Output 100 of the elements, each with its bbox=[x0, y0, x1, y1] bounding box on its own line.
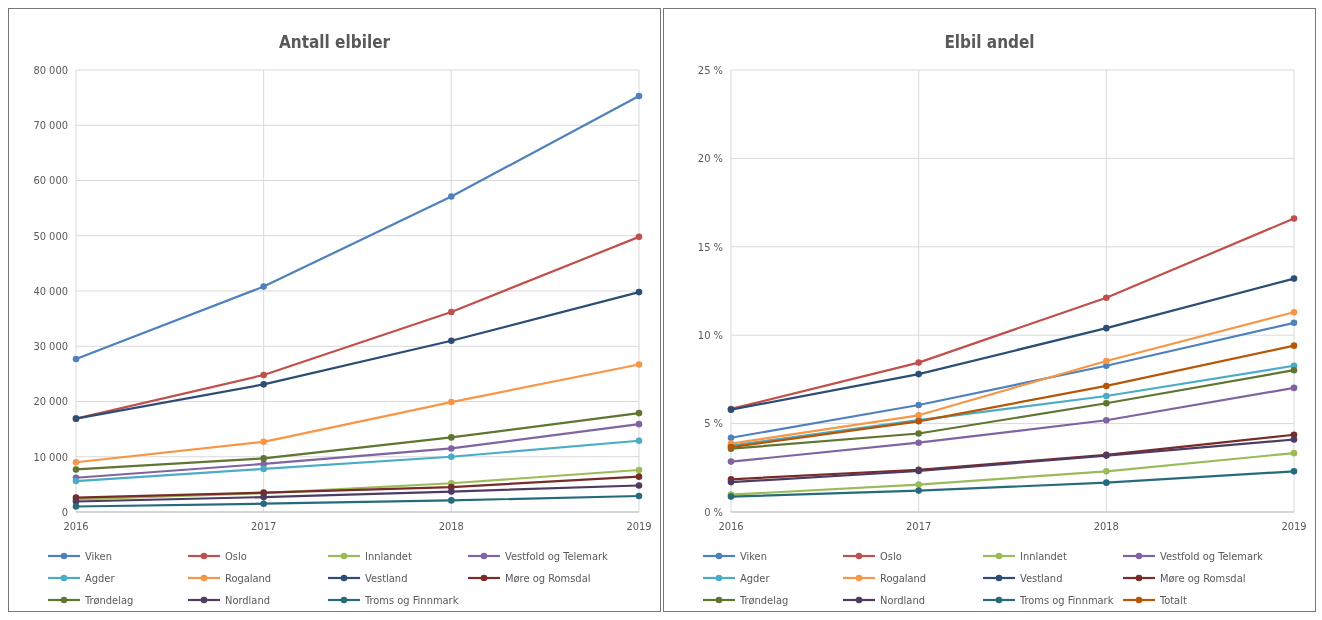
point bbox=[635, 492, 643, 500]
point bbox=[1103, 479, 1110, 486]
legend-label: Viken bbox=[85, 549, 112, 563]
legend-label: Innlandet bbox=[365, 549, 412, 563]
point bbox=[448, 193, 455, 200]
point bbox=[1290, 342, 1298, 349]
legend-label: Totalt bbox=[1159, 593, 1187, 607]
legend-label: Trøndelag bbox=[739, 593, 789, 607]
legend-label: Møre og Romsdal bbox=[505, 571, 591, 585]
y-tick-label: 5 % bbox=[704, 417, 723, 431]
x-tick-label: 2016 bbox=[718, 520, 744, 533]
point bbox=[915, 411, 922, 419]
legend-label: Agder bbox=[740, 571, 771, 585]
point bbox=[72, 458, 80, 466]
point bbox=[635, 233, 643, 241]
point bbox=[635, 361, 643, 368]
y-tick-label: 80 000 bbox=[33, 63, 68, 77]
chart-title: Elbil andel bbox=[944, 32, 1035, 52]
legend-label: Nordland bbox=[225, 593, 270, 607]
point bbox=[260, 493, 267, 501]
point bbox=[635, 482, 643, 489]
legend-label: Troms og Finnmark bbox=[364, 593, 459, 607]
point bbox=[448, 337, 455, 345]
point bbox=[915, 401, 922, 409]
point bbox=[448, 308, 455, 316]
point bbox=[1103, 382, 1110, 390]
point bbox=[1290, 468, 1298, 475]
legend-label: Vestland bbox=[365, 571, 408, 585]
y-tick-label: 10 000 bbox=[33, 450, 68, 464]
x-tick-label: 2018 bbox=[1093, 520, 1119, 533]
point bbox=[260, 381, 267, 388]
point bbox=[1290, 436, 1298, 443]
point bbox=[635, 437, 643, 445]
x-tick-label: 2019 bbox=[1281, 520, 1307, 533]
legend-label: Oslo bbox=[225, 549, 247, 563]
point bbox=[1103, 357, 1110, 365]
point bbox=[915, 359, 922, 366]
x-tick-label: 2017 bbox=[251, 520, 277, 533]
point bbox=[635, 420, 643, 428]
y-tick-label: 20 000 bbox=[33, 395, 68, 409]
x-tick-label: 2016 bbox=[63, 520, 89, 533]
point bbox=[915, 439, 922, 446]
point bbox=[72, 355, 80, 363]
legend-label: Oslo bbox=[880, 549, 902, 563]
legend-label: Innlandet bbox=[1020, 549, 1067, 563]
y-tick-label: 40 000 bbox=[33, 284, 68, 298]
y-tick-label: 0 bbox=[61, 505, 68, 519]
point bbox=[260, 438, 267, 446]
point bbox=[915, 430, 922, 437]
point bbox=[260, 455, 267, 462]
legend-label: Vestfold og Telemark bbox=[505, 549, 609, 563]
x-tick-label: 2019 bbox=[626, 520, 652, 533]
point bbox=[1290, 384, 1298, 392]
point bbox=[72, 503, 80, 510]
point bbox=[448, 445, 455, 452]
point bbox=[1103, 294, 1110, 302]
point bbox=[448, 453, 455, 461]
y-tick-label: 20 % bbox=[697, 152, 723, 166]
point bbox=[448, 434, 455, 441]
point bbox=[260, 465, 267, 473]
point bbox=[1103, 324, 1110, 332]
point bbox=[635, 466, 643, 474]
point bbox=[915, 481, 922, 488]
y-tick-label: 25 % bbox=[697, 63, 723, 77]
legend-label: Nordland bbox=[880, 593, 925, 607]
point bbox=[1103, 392, 1110, 400]
y-tick-label: 30 000 bbox=[33, 340, 68, 354]
point bbox=[1290, 215, 1298, 222]
x-tick-label: 2017 bbox=[906, 520, 932, 533]
point bbox=[1290, 319, 1298, 327]
legend-label: Vestland bbox=[1020, 571, 1063, 585]
legend-label: Rogaland bbox=[225, 571, 272, 585]
point bbox=[1290, 275, 1298, 282]
y-tick-label: 60 000 bbox=[33, 174, 68, 188]
y-tick-label: 10 % bbox=[697, 329, 723, 343]
legend-label: Trøndelag bbox=[84, 593, 134, 607]
point bbox=[448, 398, 455, 406]
point bbox=[1290, 308, 1298, 316]
point bbox=[915, 487, 922, 494]
point bbox=[1290, 449, 1298, 457]
point bbox=[448, 488, 455, 495]
legend-label: Møre og Romsdal bbox=[1160, 571, 1246, 585]
x-tick-label: 2018 bbox=[438, 520, 464, 533]
point bbox=[635, 92, 643, 100]
point bbox=[1290, 366, 1298, 374]
point bbox=[1103, 468, 1110, 475]
legend-label: Agder bbox=[85, 571, 116, 585]
y-tick-label: 0 % bbox=[704, 505, 723, 519]
point bbox=[260, 283, 267, 290]
point bbox=[1103, 416, 1110, 424]
point bbox=[1103, 399, 1110, 407]
point bbox=[727, 434, 735, 442]
point bbox=[635, 473, 643, 480]
point bbox=[260, 500, 267, 508]
legend-label: Rogaland bbox=[880, 571, 927, 585]
chart-title: Antall elbiler bbox=[278, 32, 391, 52]
point bbox=[260, 371, 267, 379]
y-tick-label: 15 % bbox=[697, 240, 723, 254]
point bbox=[635, 409, 643, 417]
point bbox=[72, 466, 80, 473]
